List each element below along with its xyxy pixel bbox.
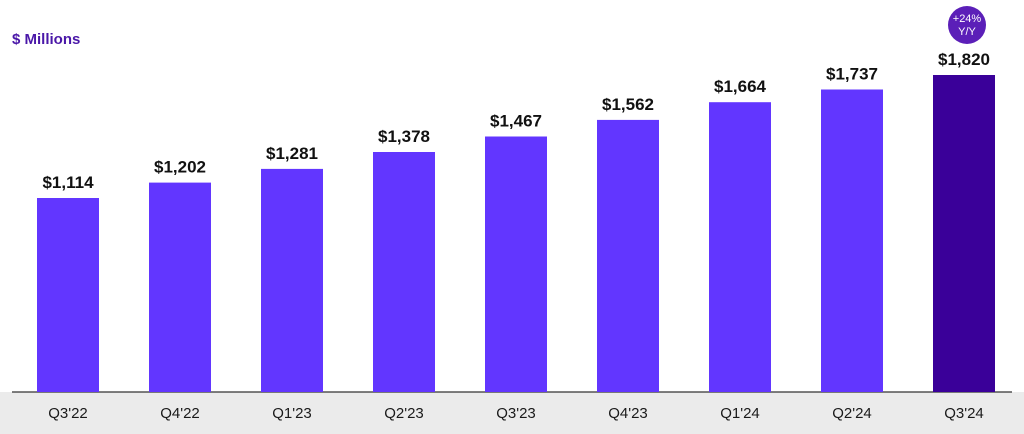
value-label: $1,114 (42, 173, 94, 192)
bar-Q3'24 (933, 75, 995, 392)
bar-Q4'23 (597, 119, 659, 393)
y-axis-label: $ Millions (12, 31, 80, 48)
value-label: $1,202 (154, 158, 206, 177)
x-tick-label: Q3'24 (944, 405, 984, 422)
value-label: $1,562 (602, 95, 654, 114)
bar-Q4'22 (149, 182, 211, 392)
bar-Q2'23 (373, 152, 435, 392)
value-label: $1,467 (490, 112, 542, 131)
value-label: $1,820 (938, 50, 990, 69)
value-label: $1,378 (378, 127, 430, 146)
x-tick-label: Q4'23 (608, 405, 648, 422)
x-tick-label: Q1'23 (272, 405, 312, 422)
bar-Q3'22 (37, 198, 99, 392)
x-tick-label: Q1'24 (720, 405, 760, 422)
yoy-badge-circle (948, 6, 986, 44)
yoy-badge: +24% Y/Y (948, 6, 986, 44)
bar-Q3'23 (485, 136, 547, 392)
x-tick-label: Q2'24 (832, 405, 872, 422)
bar-Q2'24 (821, 89, 883, 392)
bar-Q1'23 (261, 168, 323, 392)
x-tick-label: Q3'23 (496, 405, 536, 422)
bar-Q1'24 (709, 102, 771, 392)
value-label: $1,737 (826, 65, 878, 84)
bars-group (37, 75, 995, 393)
x-tick-labels-group: Q3'22 Q4'22 Q1'23 Q2'23 Q3'23 Q4'23 Q1'24 Q2'24… (48, 405, 984, 422)
yoy-badge-line2: Y/Y (958, 26, 976, 38)
x-tick-label: Q3'22 (48, 405, 88, 422)
yoy-badge-line1: +24% (953, 13, 982, 25)
x-tick-label: Q4'22 (160, 405, 200, 422)
x-tick-label: Q2'23 (384, 405, 424, 422)
value-label: $1,281 (266, 144, 318, 163)
value-label: $1,664 (714, 77, 767, 96)
x-axis-band (0, 392, 1024, 434)
value-labels-group: $1,114 $1,202 $1,281 $1,378 $1,467 $1,562 $1,6… (42, 50, 990, 192)
